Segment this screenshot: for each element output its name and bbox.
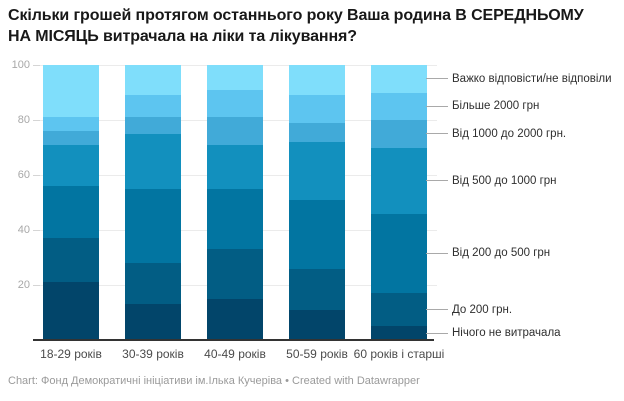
legend-connector-line xyxy=(426,309,448,311)
bar-segment xyxy=(371,147,427,214)
y-axis-tick-label: 20 xyxy=(17,279,30,291)
bar-segment xyxy=(289,268,345,310)
x-axis-category-label: 50-59 років xyxy=(286,347,348,361)
bar-segment xyxy=(371,92,427,120)
legend-label: Від 200 до 500 грн xyxy=(452,247,551,260)
bar-segment xyxy=(289,65,345,96)
legend-connector-line xyxy=(426,180,448,181)
y-axis-tick-100 xyxy=(33,64,40,66)
bar-segment xyxy=(207,89,263,118)
bar-segment xyxy=(43,65,99,118)
y-axis-tick-40 xyxy=(33,229,40,231)
x-axis-category-label: 18-29 років xyxy=(40,347,102,361)
y-axis-tick-label: 40 xyxy=(17,224,30,236)
y-axis-tick-label: 80 xyxy=(17,114,30,126)
page-title: Скільки грошей протягом останнього року … xyxy=(8,7,584,45)
bar-segment xyxy=(207,117,263,145)
bar-segment xyxy=(125,188,181,263)
legend-connector-line xyxy=(426,133,448,135)
legend-label: Більше 2000 грн xyxy=(452,100,540,113)
legend-label: Важко відповісти/не відповіли xyxy=(452,72,612,85)
legend-label: Нічого не витрачала xyxy=(452,327,561,340)
bar-segment xyxy=(371,213,427,294)
legend-label: До 200 грн. xyxy=(452,303,513,316)
bar-segment xyxy=(125,133,181,189)
bar-segment xyxy=(125,65,181,96)
y-axis-tick-label: 60 xyxy=(17,169,30,181)
x-axis-category-label: 30-39 років xyxy=(122,347,184,361)
bar-segment xyxy=(207,249,263,299)
y-axis-tick-20 xyxy=(33,284,40,286)
bar-segment xyxy=(371,65,427,93)
bar-segment xyxy=(43,131,99,145)
bar-segment xyxy=(289,122,345,142)
bar-segment xyxy=(371,293,427,327)
legend-connector-line xyxy=(426,78,448,80)
x-axis-baseline xyxy=(33,339,434,341)
bar-segment xyxy=(207,188,263,250)
bar-segment xyxy=(289,309,345,340)
x-axis-category-label: 40-49 років xyxy=(204,347,266,361)
bar-segment xyxy=(289,199,345,269)
legend-label: Від 500 до 1000 грн xyxy=(452,174,557,187)
legend-connector-line xyxy=(426,332,448,334)
x-axis-category-label: 60 років і старші xyxy=(353,347,445,361)
legend-connector-line xyxy=(426,252,448,254)
legend-connector-line xyxy=(426,105,448,107)
bar-segment xyxy=(207,144,263,189)
bar-segment xyxy=(207,65,263,90)
bar-segment xyxy=(289,142,345,200)
y-axis-tick-60 xyxy=(33,174,40,176)
bar-segment xyxy=(125,304,181,340)
bar-segment xyxy=(43,144,99,186)
legend-label: Від 1000 до 2000 грн. xyxy=(452,127,567,140)
bar-segment xyxy=(207,298,263,340)
bar-segment xyxy=(289,95,345,123)
attribution-text: Chart: Фонд Демократичні ініціативи ім.І… xyxy=(8,375,420,387)
bar-segment xyxy=(43,117,99,131)
bar-segment xyxy=(43,186,99,239)
bar-segment xyxy=(125,117,181,134)
y-axis-tick-80 xyxy=(33,119,40,121)
bar-segment xyxy=(371,120,427,148)
bar-segment xyxy=(125,95,181,118)
bar-segment xyxy=(371,326,427,340)
bar-segment xyxy=(43,282,99,340)
bar-segment xyxy=(125,263,181,305)
y-axis-tick-label: 100 xyxy=(11,59,30,71)
bar-segment xyxy=(43,238,99,283)
